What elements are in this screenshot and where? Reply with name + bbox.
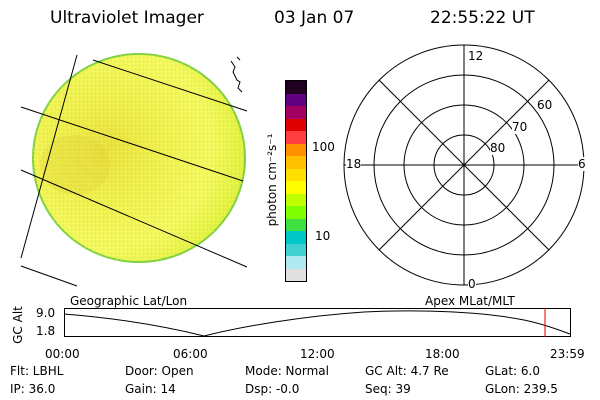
polar-label-0: 0 [468, 277, 476, 291]
colorbar-segment [286, 268, 306, 281]
colorbar-unit-label: photon cm⁻²s⁻¹ [265, 133, 279, 227]
colorbar-segment [286, 181, 306, 194]
colorbar-segment [286, 206, 306, 219]
altitude-plot-frame [64, 308, 571, 337]
polar-label-18: 18 [346, 157, 362, 171]
polar-label-60: 60 [537, 98, 553, 112]
colorbar-tick-10: 10 [315, 229, 331, 243]
colorbar-tick-100: 100 [312, 140, 335, 154]
colorbar-segment [286, 118, 306, 131]
altitude-curve [63, 310, 571, 337]
altitude-plot [63, 308, 571, 337]
gc-alt-axis-label: GC Alt [11, 306, 25, 344]
polar-label-12: 12 [468, 49, 484, 63]
polar-diagonal-2 [378, 79, 550, 251]
apex-label: Apex MLat/MLT [425, 294, 515, 308]
timeline-tick-3: 18:00 [425, 347, 460, 361]
polar-label-70: 70 [512, 120, 528, 134]
geographic-label: Geographic Lat/Lon [70, 294, 188, 308]
colorbar-segment [286, 131, 306, 144]
info-glat: GLat: 6.0 [485, 364, 540, 378]
info-seq: Seq: 39 [365, 382, 411, 396]
polar-plot [343, 44, 585, 286]
date-label: 03 Jan 07 [274, 8, 355, 28]
colorbar-segment [286, 256, 306, 269]
colorbar-segment [286, 231, 306, 244]
info-glon: GLon: 239.5 [485, 382, 558, 396]
info-gain: Gain: 14 [125, 382, 176, 396]
timeline-tick-4: 23:59 [550, 347, 585, 361]
colorbar-segment [286, 93, 306, 106]
colorbar-segment [286, 106, 306, 119]
colorbar-segment [286, 168, 306, 181]
y-min-label: 1.8 [36, 324, 56, 338]
geographic-grid [20, 54, 248, 287]
y-max-label: 9.0 [36, 306, 56, 320]
colorbar-segment [286, 218, 306, 231]
polar-label-80: 80 [490, 141, 506, 155]
time-label: 22:55:22 UT [430, 8, 535, 28]
colorbar-segment [286, 81, 306, 94]
info-dsp: Dsp: -0.0 [245, 382, 300, 396]
info-ip: IP: 36.0 [10, 382, 56, 396]
app-title: Ultraviolet Imager [50, 8, 204, 28]
colorbar-segment [286, 243, 306, 256]
coastline [230, 56, 243, 93]
polar-label-6: 6 [578, 157, 586, 171]
info-flt: Flt: LBHL [10, 364, 64, 378]
uv-image [20, 53, 248, 287]
timeline-tick-1: 06:00 [173, 347, 208, 361]
info-door: Door: Open [125, 364, 194, 378]
info-mode: Mode: Normal [245, 364, 329, 378]
info-gc-alt: GC Alt: 4.7 Re [365, 364, 449, 378]
colorbar [285, 80, 307, 282]
timeline-tick-2: 12:00 [300, 347, 335, 361]
timeline-tick-0: 00:00 [45, 347, 80, 361]
colorbar-segment [286, 193, 306, 206]
colorbar-segment [286, 156, 306, 169]
colorbar-segment [286, 143, 306, 156]
